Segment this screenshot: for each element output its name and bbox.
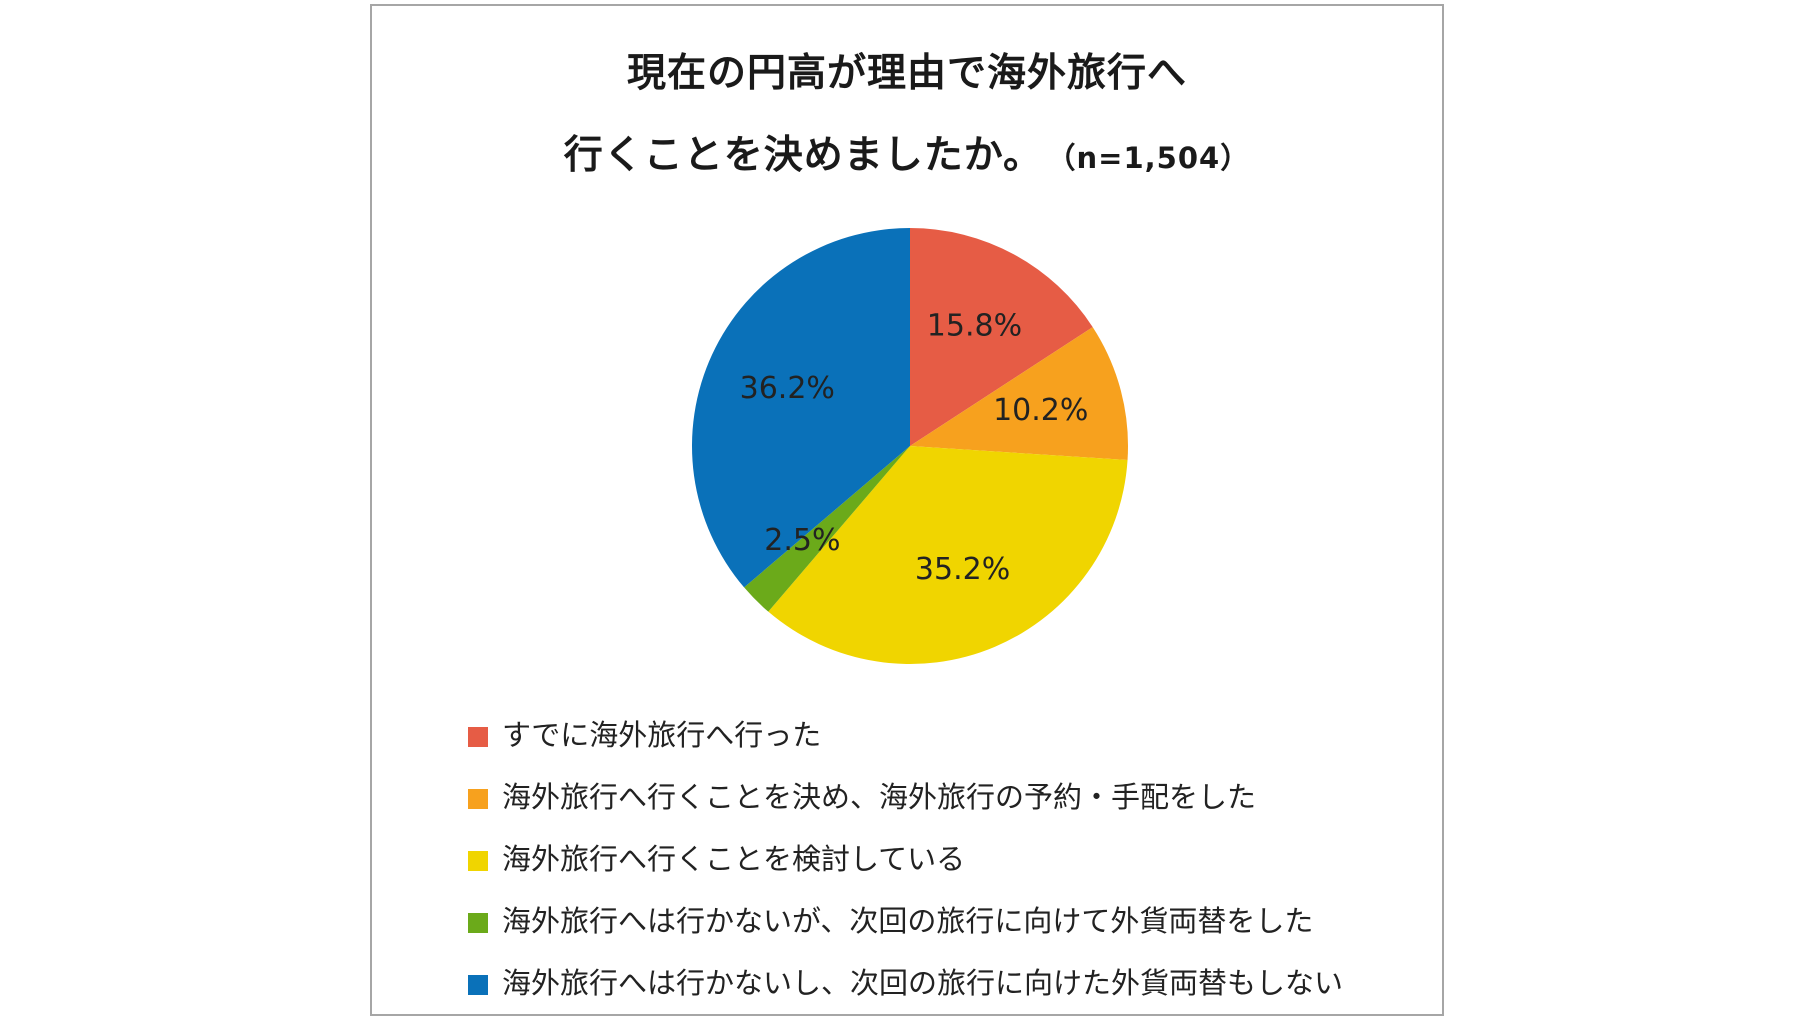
pie-data-label: 36.2% — [740, 371, 835, 406]
legend-swatch — [468, 727, 488, 747]
chart-title-line-1: 現在の円高が理由で海外旅行へ — [626, 51, 1187, 96]
legend-swatch — [468, 913, 488, 933]
legend-label: 海外旅行へは行かないし、次回の旅行に向けた外貨両替もしない — [502, 966, 1344, 1000]
legend-swatch — [468, 851, 488, 871]
legend-item: 海外旅行へは行かないし、次回の旅行に向けた外貨両替もしない — [468, 950, 1343, 1012]
pie-slice — [768, 446, 1128, 665]
pie-data-label: 15.8% — [927, 309, 1022, 344]
chart-title-line-2-text: 行くことを決めましたか。 — [563, 133, 1044, 178]
legend-label: 海外旅行へ行くことを検討している — [502, 842, 966, 876]
pie-data-label: 35.2% — [915, 552, 1010, 587]
pie-chart: 15.8% 10.2% 35.2% 2.5% 36.2% — [692, 227, 1128, 665]
chart-title-line-2: 行くことを決めましたか。 （n=1,504） — [372, 124, 1442, 180]
legend-label: 海外旅行へ行くことを決め、海外旅行の予約・手配をした — [502, 780, 1257, 814]
pie-slice — [744, 446, 910, 612]
sample-size: （n=1,504） — [1061, 141, 1251, 175]
legend: すでに海外旅行へ行った 海外旅行へ行くことを決め、海外旅行の予約・手配をした 海… — [468, 702, 1343, 1012]
legend-item: すでに海外旅行へ行った — [468, 702, 1343, 764]
legend-swatch — [468, 789, 488, 809]
legend-item: 海外旅行へ行くことを決め、海外旅行の予約・手配をした — [468, 764, 1343, 826]
pie-slice — [910, 327, 1128, 461]
pie-slice — [692, 227, 910, 588]
chart-frame: 現在の円高が理由で海外旅行へ 行くことを決めましたか。 （n=1,504） 15.… — [370, 4, 1444, 1016]
pie-slice — [910, 228, 1093, 446]
legend-swatch — [468, 975, 488, 995]
legend-item: 海外旅行へ行くことを検討している — [468, 826, 1343, 888]
legend-label: 海外旅行へは行かないが、次回の旅行に向けて外貨両替をした — [502, 904, 1314, 938]
pie-data-label: 10.2% — [993, 393, 1088, 428]
legend-item: 海外旅行へは行かないが、次回の旅行に向けて外貨両替をした — [468, 888, 1343, 950]
pie-data-label: 2.5% — [764, 523, 840, 558]
legend-label: すでに海外旅行へ行った — [502, 718, 822, 752]
